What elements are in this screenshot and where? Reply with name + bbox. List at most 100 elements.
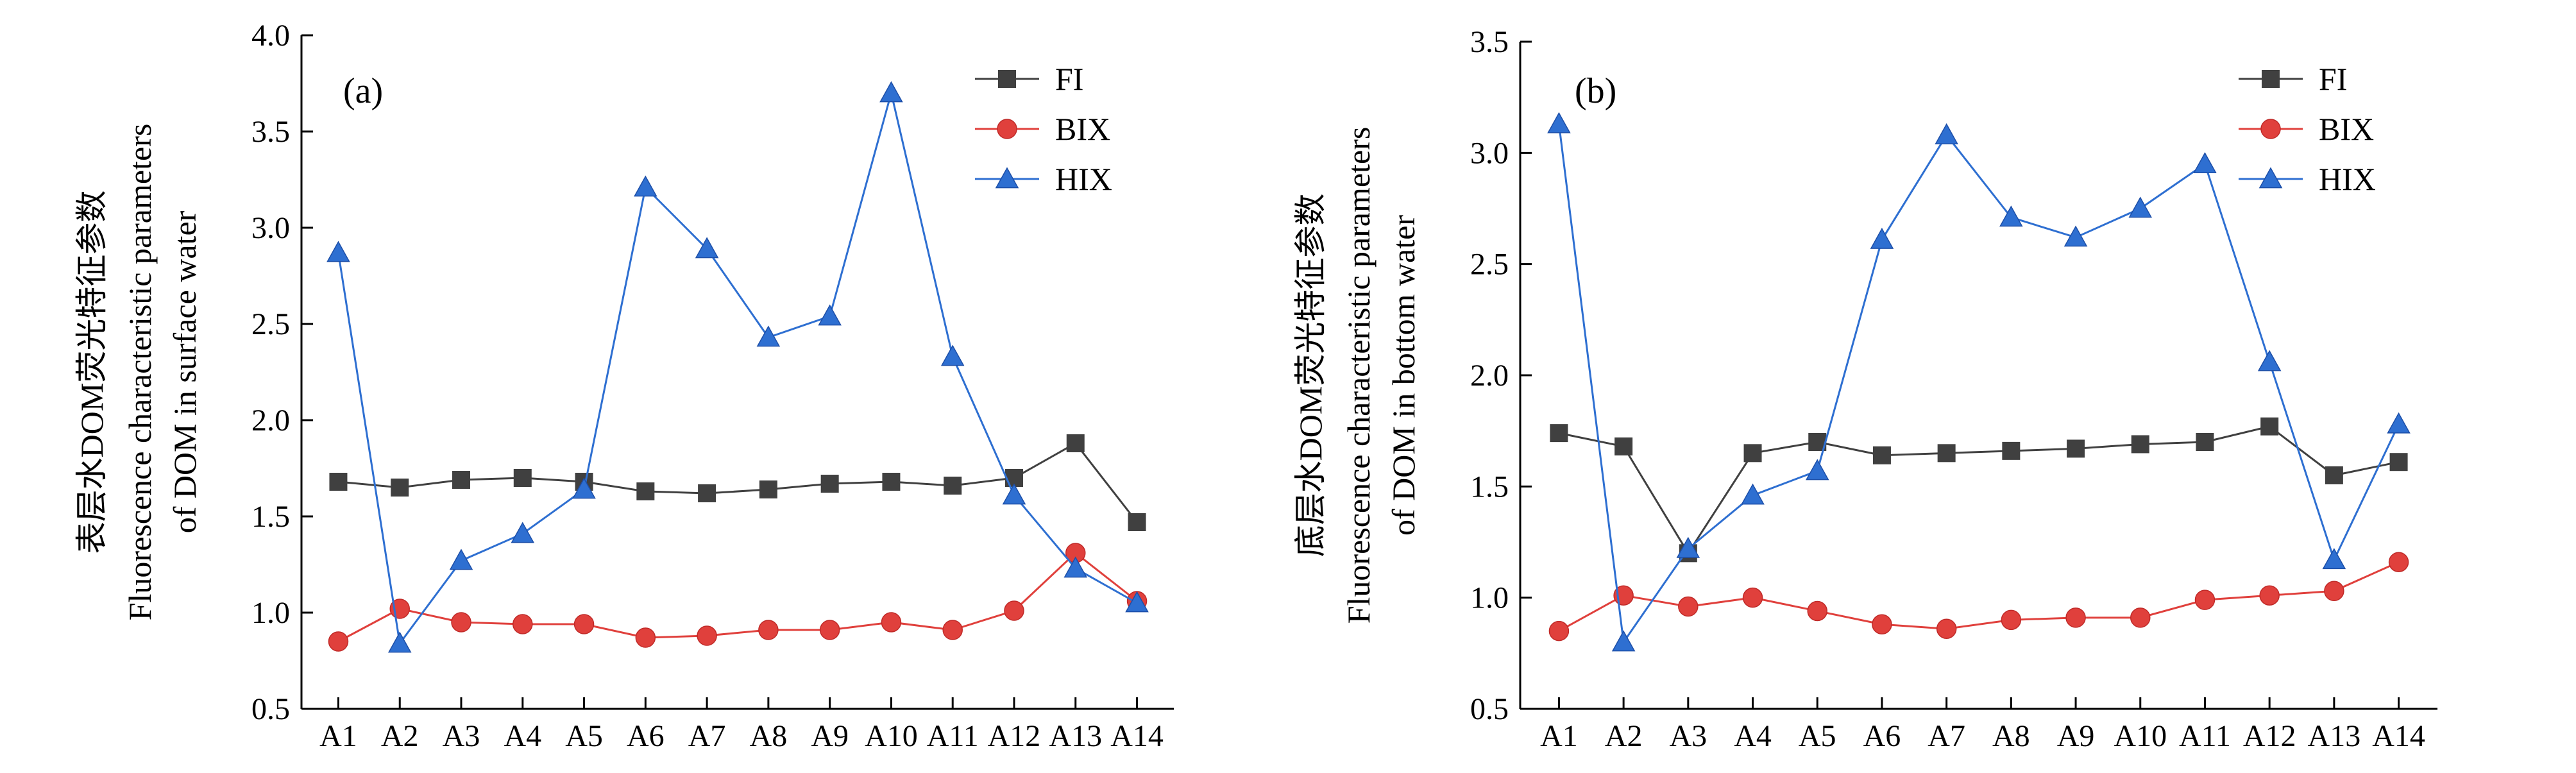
data-point-bix — [758, 620, 779, 640]
data-point-bix — [635, 627, 656, 648]
legend-item-fi: FI — [2239, 61, 2347, 97]
x-tick-label: A6 — [627, 719, 665, 753]
data-point-fi — [513, 469, 532, 487]
data-point-fi — [636, 482, 655, 500]
data-point-bix — [1936, 618, 1957, 639]
data-point-hix — [695, 237, 719, 259]
data-point-bix — [1742, 587, 1763, 608]
y-axis-label: 表层水DOM荧光特征参数 — [74, 191, 110, 554]
data-point-hix — [1547, 112, 1571, 133]
x-tick-label: A4 — [1734, 719, 1772, 753]
legend-label: FI — [2319, 61, 2347, 97]
x-tick-label: A3 — [1669, 719, 1707, 753]
data-point-fi — [759, 480, 777, 498]
data-point-fi — [1743, 444, 1762, 463]
y-axis-label: of DOM in bottom water — [1385, 215, 1421, 536]
data-point-hix — [2193, 152, 2217, 174]
series-bix — [328, 543, 1148, 652]
y-axis-label: Fluorescence characteristic parameters — [1341, 127, 1377, 624]
series-line-fi — [1559, 425, 2399, 556]
y-tick-label: 1.0 — [251, 596, 290, 630]
data-point-fi — [2389, 453, 2408, 471]
legend-marker — [2260, 119, 2281, 139]
legend-label: FI — [1055, 61, 1083, 97]
data-point-fi — [820, 475, 839, 493]
x-tick-label: A5 — [1799, 719, 1836, 753]
data-point-fi — [2002, 441, 2021, 460]
data-point-fi — [1550, 424, 1568, 443]
legend-marker — [995, 167, 1019, 189]
chart-panel-a: 0.5 1.0 1.5 2.0 2.5 3.0 3.5 4.0 A1 A2 A3 A4 A5 A6 A7 A8… — [74, 19, 1174, 753]
data-point-hix — [449, 548, 473, 570]
series-line-hix — [337, 92, 1138, 646]
data-point-hix — [2322, 548, 2346, 570]
legend-label: BIX — [2319, 111, 2374, 147]
data-point-fi — [2067, 439, 2085, 458]
data-point-hix — [634, 175, 657, 197]
data-point-hix — [2128, 196, 2153, 218]
y-tick-label: 0.5 — [251, 692, 290, 726]
y-tick-label: 1.5 — [1470, 470, 1509, 504]
y-tick-label: 3.0 — [1470, 136, 1509, 170]
y-tick-label: 1.5 — [251, 500, 290, 534]
data-point-hix — [879, 81, 903, 103]
x-tick-label: A9 — [811, 719, 849, 753]
data-point-bix — [1548, 620, 1570, 641]
data-point-fi — [2260, 417, 2279, 436]
panel-label: (b) — [1575, 71, 1616, 111]
x-tick-label: A10 — [2114, 719, 2167, 753]
legend-item-bix: BIX — [975, 111, 1110, 147]
x-tick-label: A11 — [927, 719, 979, 753]
series-fi — [329, 434, 1146, 531]
legend-item-bix: BIX — [2239, 111, 2374, 147]
x-tick-label: A11 — [2179, 719, 2231, 753]
chart-panel-b: 0.5 1.0 1.5 2.0 2.5 3.0 3.5 A1 A2 A3 A4 A5 A6 A7 A8 A9 A… — [1292, 25, 2437, 753]
x-tick-label: A2 — [381, 719, 419, 753]
data-point-fi — [1872, 446, 1891, 464]
data-point-bix — [942, 620, 963, 640]
data-point-bix — [2324, 581, 2344, 602]
legend-label: HIX — [2319, 161, 2376, 197]
x-tick-label: A13 — [1049, 719, 1102, 753]
data-point-fi — [2325, 466, 2343, 484]
series-bix — [1548, 552, 2409, 641]
x-tick-label: A8 — [750, 719, 788, 753]
data-point-fi — [329, 473, 348, 491]
y-tick-label: 3.5 — [1470, 25, 1509, 59]
data-point-fi — [2196, 433, 2214, 451]
data-point-hix — [1805, 459, 1829, 480]
series-line-bix — [1558, 561, 2400, 632]
data-point-bix — [328, 631, 349, 652]
y-tick-label: 1.0 — [1470, 581, 1509, 615]
data-point-hix — [387, 631, 412, 653]
x-tick-label: A4 — [504, 719, 541, 753]
legend-marker — [998, 70, 1016, 88]
x-tick-label: A9 — [2057, 719, 2095, 753]
x-tick-label: A7 — [688, 719, 726, 753]
y-tick-label: 3.0 — [251, 211, 290, 245]
data-point-bix — [451, 612, 471, 633]
data-point-hix — [2063, 225, 2088, 247]
data-point-hix — [940, 344, 965, 366]
data-point-fi — [882, 473, 901, 491]
data-point-bix — [881, 612, 902, 633]
y-tick-label: 2.0 — [251, 403, 290, 437]
panel-label: (a) — [343, 71, 383, 111]
y-tick-label: 4.0 — [251, 19, 290, 53]
data-point-hix — [1063, 556, 1088, 578]
data-point-bix — [2065, 607, 2086, 628]
data-point-bix — [1872, 614, 1892, 635]
series-fi — [1550, 417, 2408, 563]
data-point-bix — [819, 620, 840, 640]
data-point-hix — [1002, 483, 1026, 505]
data-point-bix — [1678, 596, 1699, 617]
x-tick-label: A6 — [1863, 719, 1901, 753]
legend-item-hix: HIX — [975, 161, 1112, 197]
legend-label: BIX — [1055, 111, 1110, 147]
data-point-fi — [452, 471, 471, 489]
x-tick-label: A13 — [2308, 719, 2361, 753]
x-tick-label: A7 — [1928, 719, 1965, 753]
data-point-hix — [1611, 630, 1636, 652]
data-point-hix — [326, 241, 350, 262]
